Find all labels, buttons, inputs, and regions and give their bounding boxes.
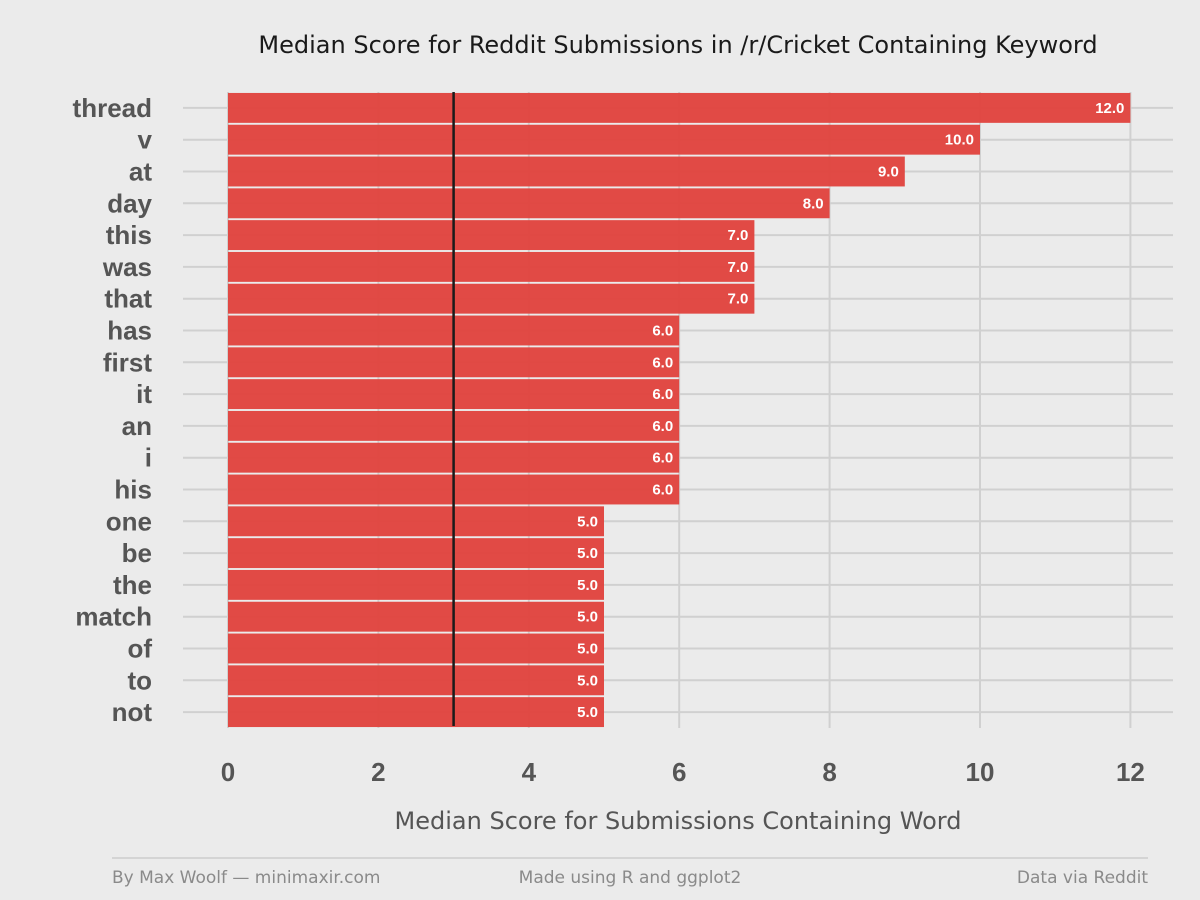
bar-match [228, 601, 604, 632]
x-tick-label-6: 6 [672, 757, 686, 787]
category-label-first: first [103, 347, 152, 377]
category-labels: threadvatdaythiswasthathasfirstitanihiso… [73, 93, 153, 727]
category-label-day: day [107, 188, 152, 218]
bar-value-label-v: 10.0 [945, 132, 974, 149]
bar-value-label-one: 5.0 [577, 513, 598, 530]
footer-source: Data via Reddit [1017, 868, 1148, 888]
category-label-has: has [107, 316, 152, 346]
bar-the [228, 569, 604, 600]
category-label-to: to [127, 665, 152, 695]
bar-was [228, 251, 755, 282]
bar-value-label-was: 7.0 [728, 259, 749, 276]
x-tick-label-2: 2 [371, 757, 385, 787]
footer-credit: By Max Woolf — minimaxir.com [112, 868, 381, 888]
category-label-the: the [113, 570, 152, 600]
bar-value-label-at: 9.0 [878, 164, 899, 181]
category-label-one: one [106, 506, 152, 536]
bar-value-label-to: 5.0 [577, 672, 598, 689]
bar-that [228, 283, 755, 314]
category-label-thread: thread [73, 93, 152, 123]
bar-not [228, 697, 604, 728]
bar-value-label-match: 5.0 [577, 609, 598, 626]
bar-to [228, 665, 604, 696]
bar-at [228, 156, 905, 187]
category-label-his: his [114, 475, 152, 505]
bar-this [228, 220, 755, 251]
category-label-it: it [136, 379, 152, 409]
category-label-be: be [122, 538, 152, 568]
bar-v [228, 124, 980, 155]
bar-one [228, 506, 604, 537]
bar-value-label-an: 6.0 [652, 418, 673, 435]
x-tick-label-10: 10 [966, 757, 995, 787]
category-label-was: was [102, 252, 152, 282]
category-label-of: of [127, 634, 152, 664]
footer-tools: Made using R and ggplot2 [519, 868, 742, 888]
x-tick-label-8: 8 [822, 757, 836, 787]
category-label-match: match [75, 602, 152, 632]
x-tick-label-0: 0 [221, 757, 235, 787]
bar-of [228, 633, 604, 664]
bar-value-label-of: 5.0 [577, 641, 598, 658]
bar-be [228, 538, 604, 569]
x-axis-title: Median Score for Submissions Containing … [395, 807, 962, 835]
category-label-at: at [129, 157, 152, 187]
x-tick-label-12: 12 [1116, 757, 1145, 787]
bar-value-label-day: 8.0 [803, 195, 824, 212]
bar-value-label-his: 6.0 [652, 482, 673, 499]
bar-value-label-this: 7.0 [728, 227, 749, 244]
bar-value-label-first: 6.0 [652, 354, 673, 371]
bar-value-label-thread: 12.0 [1095, 100, 1124, 117]
x-tick-label-4: 4 [522, 757, 537, 787]
bar-value-label-has: 6.0 [652, 323, 673, 340]
category-label-an: an [122, 411, 152, 441]
category-label-this: this [106, 220, 152, 250]
chart-title: Median Score for Reddit Submissions in /… [258, 31, 1097, 59]
bar-day [228, 188, 830, 219]
category-label-v: v [138, 125, 153, 155]
bar-value-label-be: 5.0 [577, 545, 598, 562]
category-label-i: i [145, 443, 152, 473]
bar-value-label-that: 7.0 [728, 291, 749, 308]
bar-value-label-not: 5.0 [577, 704, 598, 721]
x-tick-labels: 0 2 4 6 8 10 12 [221, 757, 1145, 787]
bar-value-label-it: 6.0 [652, 386, 673, 403]
bar-value-label-the: 5.0 [577, 577, 598, 594]
bars [228, 92, 1131, 728]
bar-value-labels: 12.0 10.0 9.0 8.0 7.0 7.0 7.0 6.0 6.0 6.0 6.0 6.0 6.… [577, 100, 1124, 721]
bar-thread [228, 92, 1131, 123]
category-label-not: not [112, 697, 153, 727]
bar-value-label-i: 6.0 [652, 450, 673, 467]
category-label-that: that [104, 284, 152, 314]
